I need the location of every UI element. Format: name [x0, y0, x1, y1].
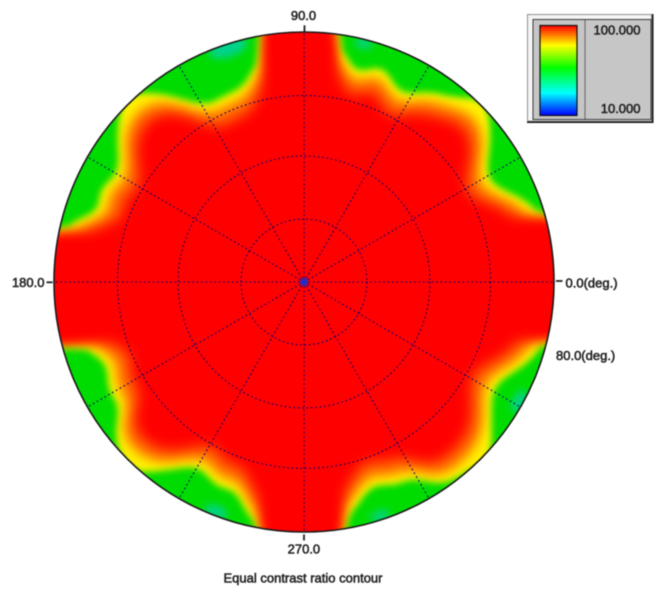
svg-text:100.000: 100.000: [594, 23, 641, 38]
svg-text:Equal contrast ratio contour: Equal contrast ratio contour: [224, 571, 384, 586]
svg-text:80.0(deg.): 80.0(deg.): [556, 348, 615, 363]
svg-text:10.000: 10.000: [601, 101, 641, 116]
svg-text:270.0: 270.0: [288, 542, 321, 557]
svg-text:0.0(deg.): 0.0(deg.): [566, 276, 618, 291]
svg-text:180.0: 180.0: [12, 275, 45, 290]
svg-text:90.0: 90.0: [291, 8, 316, 23]
